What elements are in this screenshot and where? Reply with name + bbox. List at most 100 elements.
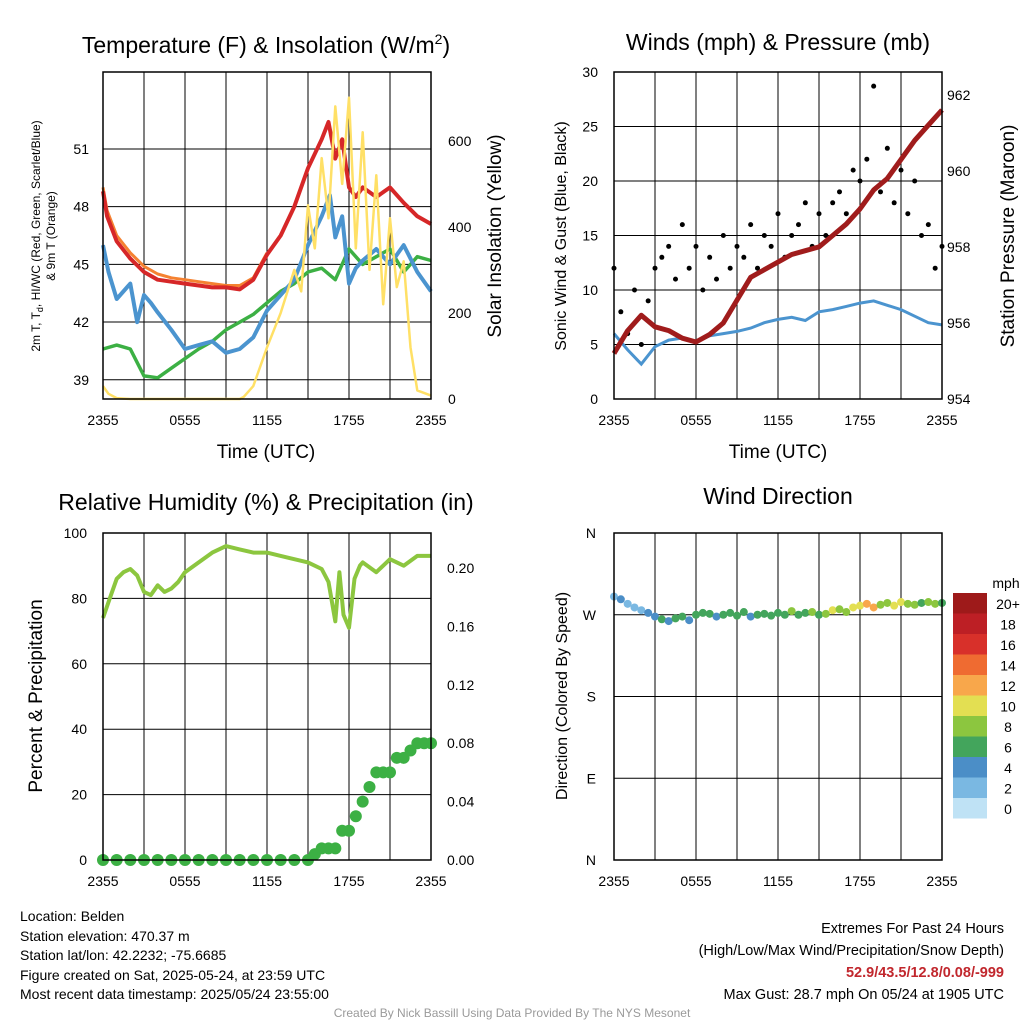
winds-xlabel: Time (UTC) [729, 442, 828, 463]
direction-point [903, 599, 912, 608]
gust-point [632, 287, 637, 293]
series-line-sonic-wind [612, 299, 943, 367]
direction-point [924, 598, 933, 607]
created-text: Figure created on Sat, 2025-05-24, at 23… [20, 966, 326, 983]
direction-title: Wind Direction [703, 483, 853, 509]
gust-point [618, 309, 624, 315]
direction-point [671, 614, 680, 623]
y-tick-label: 39 [73, 372, 89, 388]
station-info: Location: Belden Station elevation: 470.… [20, 907, 329, 1005]
direction-point [808, 608, 817, 617]
y-tick-label: N [586, 852, 596, 868]
gust-point [666, 243, 672, 249]
direction-ylabel: Direction (Colored By Speed) [554, 592, 571, 800]
legend-label: 6 [1004, 740, 1012, 756]
y2-tick-label: 0.20 [447, 560, 474, 576]
recent-text: Most recent data timestamp: 2025/05/24 2… [20, 986, 329, 1002]
legend-label: 2 [1004, 781, 1012, 797]
gust-point [857, 178, 863, 184]
direction-point [623, 599, 632, 608]
direction-point [931, 599, 940, 608]
direction-point [733, 611, 741, 620]
gust-point [878, 189, 883, 195]
gust-point [748, 222, 754, 228]
direction-point [705, 609, 714, 618]
direction-point [767, 611, 776, 620]
direction-point [760, 609, 769, 618]
legend-title: mph [992, 575, 1019, 591]
winds-ylabel: Sonic Wind & Gust (Blue, Black) [553, 121, 570, 350]
y-tick-label: 0 [79, 852, 87, 868]
y2-tick-label: 960 [947, 163, 971, 179]
y-tick-label: 51 [73, 141, 89, 157]
legend-label: 16 [1000, 637, 1016, 653]
x-tick-label: 0555 [169, 873, 200, 889]
gust-point [837, 189, 842, 195]
pressure-ylabel: Station Pressure (Maroon) [998, 125, 1019, 348]
direction-point [917, 598, 926, 607]
gust-point [891, 200, 897, 206]
direction-point [869, 603, 878, 612]
direction-point [821, 609, 830, 618]
direction-point [910, 600, 919, 609]
x-tick-label: 0555 [680, 412, 711, 428]
x-tick-label: 1755 [333, 873, 364, 889]
gust-point [679, 222, 685, 228]
gust-point [755, 265, 760, 271]
gust-point [884, 145, 890, 151]
temperature-title: Temperature (F) & Insolation (W/m2) [82, 31, 450, 58]
humidity-title: Relative Humidity (%) & Precipitation (i… [58, 489, 473, 515]
legend-swatch [953, 675, 987, 696]
x-tick-label: 1755 [333, 412, 364, 428]
y2-tick-label: 0.08 [447, 735, 474, 751]
gust-point [905, 211, 911, 217]
series-line-9m-temperature [101, 187, 269, 287]
gust-point [652, 265, 658, 271]
winds-panel: Winds (mph) & Pressure (mb) 2355 0555 1155… [553, 29, 1019, 463]
gust-point [796, 222, 801, 228]
direction-point [862, 599, 871, 608]
direction-point [835, 605, 844, 614]
plot-frame [102, 71, 432, 400]
temperature-ylabel-line2: & 9m T (Orange) [44, 191, 58, 281]
y2-tick-label: 600 [448, 133, 472, 149]
gust-point [898, 167, 904, 173]
gust-point [700, 287, 706, 293]
y2-tick-label: 0 [448, 391, 456, 407]
latlon-text: Station lat/lon: 42.2232; -75.6685 [20, 947, 227, 963]
y-tick-label: 45 [73, 256, 89, 272]
gust-point [727, 265, 733, 271]
legend-swatch [953, 613, 987, 634]
legend-swatch [953, 634, 987, 655]
humidity-panel: Relative Humidity (%) & Precipitation (i… [26, 489, 474, 889]
x-tick-label: 2355 [598, 873, 629, 889]
direction-point [794, 610, 803, 619]
y2-tick-label: 0.04 [447, 794, 474, 810]
y-tick-label: 100 [64, 525, 88, 541]
elevation-text: Station elevation: 470.37 m [20, 927, 190, 944]
series-line-station-pressure [611, 108, 944, 355]
x-tick-label: 2355 [598, 412, 629, 428]
gust-point [673, 276, 678, 282]
plot-frame [613, 532, 943, 861]
y2-tick-label: 958 [947, 239, 971, 255]
gust-point [871, 83, 877, 89]
precip-point [343, 824, 355, 837]
winds-title: Winds (mph) & Pressure (mb) [626, 29, 930, 55]
legend-swatch [953, 757, 987, 778]
y-tick-label: E [587, 770, 596, 786]
direction-point [842, 608, 851, 617]
x-tick-label: 2355 [926, 873, 957, 889]
y2-tick-label: 0.16 [447, 618, 474, 634]
direction-point [883, 598, 892, 607]
direction-point [692, 610, 700, 619]
y2-tick-label: 200 [448, 305, 472, 321]
direction-point [664, 617, 673, 626]
y-tick-label: S [587, 689, 596, 705]
y2-tick-label: 954 [947, 391, 971, 407]
direction-point [644, 608, 653, 617]
precip-point [384, 766, 396, 779]
y-tick-label: 20 [582, 173, 598, 189]
y2-tick-label: 956 [947, 315, 971, 331]
direction-point [849, 603, 858, 612]
